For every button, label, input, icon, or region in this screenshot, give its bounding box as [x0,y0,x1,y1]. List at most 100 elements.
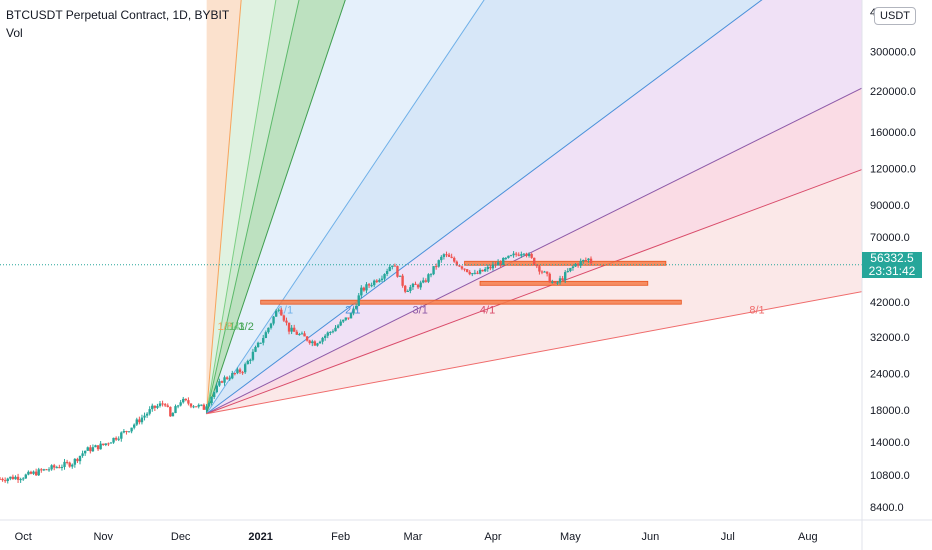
candle-body [342,319,345,322]
candle-body [538,266,541,272]
candle-body [125,431,128,433]
x-tick-label: Jun [641,531,659,543]
candle-body [584,259,588,261]
candle-body [396,266,399,277]
x-tick-label: Aug [798,531,818,543]
candle-body [1,478,4,481]
candle-body [445,254,448,256]
candle-body [280,309,283,316]
candle-body [143,415,146,418]
candle-body [89,447,92,452]
candle-body [96,445,100,450]
gann-fan-ray [206,0,763,415]
candle-body [373,280,376,286]
candle-body [308,340,311,344]
candle-body [499,262,502,265]
candle-body [424,280,428,282]
candle-body [179,402,182,406]
candle-body [437,260,440,267]
candle-body [161,403,164,405]
candle-body [269,323,273,328]
candle-body [388,266,391,272]
candle-body [525,253,528,256]
y-tick-label: 300000.0 [870,47,916,59]
y-tick-label: 4 [870,7,876,19]
chart-title: BTCUSDT Perpetual Contract, 1D, BYBIT [6,8,230,22]
candle-body [576,263,580,266]
candle-body [0,478,2,480]
candle-body [507,255,510,258]
candle-body [406,290,409,292]
candle-body [9,476,12,479]
candle-body [334,327,337,332]
candle-body [564,272,567,280]
y-tick-label: 8400.0 [870,502,904,514]
support-resistance-zone [464,260,667,266]
candle-body [241,372,244,374]
candle-body [138,419,141,423]
candle-body [3,480,7,482]
candle-body [233,373,237,375]
y-tick-label: 24000.0 [870,368,910,380]
gann-ray-label: 1/8 [217,321,232,333]
candle-body [114,437,118,440]
x-tick-label: 2021 [248,531,272,543]
candle-body [473,272,477,274]
x-tick-label: Dec [171,531,191,543]
candle-body [223,377,226,383]
candle-body [16,476,20,480]
y-tick-label: 42000.0 [870,297,910,309]
chart-legend: BTCUSDT Perpetual Contract, 1D, BYBIT Vo… [6,6,229,42]
support-resistance-zone [260,299,682,305]
candle-body [117,438,120,440]
candle-body [527,253,531,256]
candle-body [496,262,500,266]
candle-body [398,275,402,277]
candle-body [140,417,144,423]
candle-body [99,443,102,450]
candle-body [40,469,43,471]
gann-ray-label: 1/4 [225,321,240,333]
candle-body [202,404,206,410]
candle-body [476,272,479,274]
candle-body [504,257,508,259]
candle-body [228,378,231,380]
candle-body [453,257,456,262]
gann-ray-label: 4/1 [480,304,495,316]
y-tick-label: 220000.0 [870,86,916,98]
candle-body [189,403,193,407]
candle-body [349,313,353,319]
candle-body [29,471,33,474]
candle-body [71,464,74,467]
candle-body [102,443,105,445]
candle-body [68,462,71,467]
candle-body [24,474,28,479]
candle-body [42,469,46,471]
candle-body [14,476,17,480]
candle-body [47,469,51,471]
candle-body [460,266,464,269]
candle-body [303,333,306,337]
bar-countdown: 23:31:42 [868,263,916,278]
candle-body [285,320,288,323]
candle-body [295,331,298,335]
candle-body [184,398,188,401]
x-tick-label: Nov [93,531,113,543]
y-tick-label: 18000.0 [870,405,910,417]
currency-unit-button[interactable]: USDT [874,7,916,25]
plot-area: 1/81/41/31/21/12/13/14/18/1 [0,0,862,484]
candle-body [548,273,551,283]
candle-body [19,479,22,481]
gann-fan-ray [206,87,862,415]
candle-body [58,467,61,469]
candle-body [434,266,438,268]
candle-body [311,341,314,344]
candle-body [22,478,25,480]
candle-body [182,398,185,403]
candle-body [471,273,474,275]
candle-body [561,278,564,280]
candle-body [393,265,397,267]
candle-body [481,269,484,272]
candle-body [135,419,138,425]
